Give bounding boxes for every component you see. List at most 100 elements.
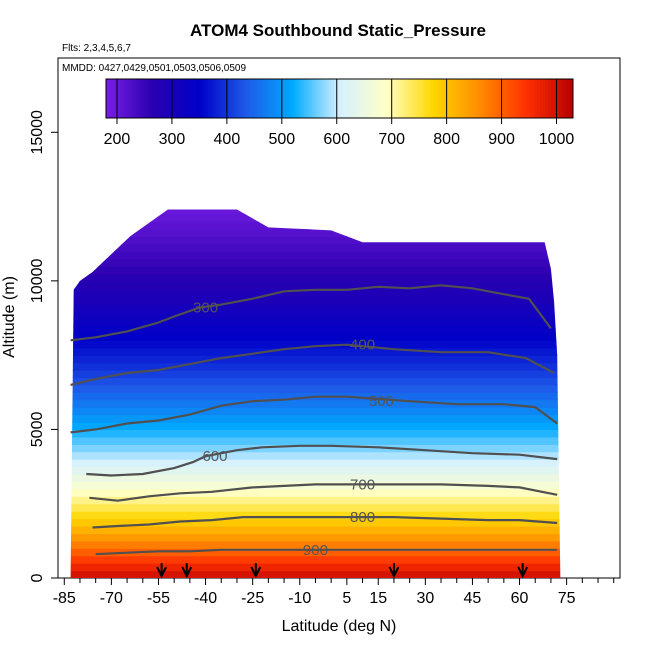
colorbar-swatch [427, 79, 431, 118]
colorbar-swatch [523, 79, 527, 118]
colorbar-swatch [312, 79, 316, 118]
colorbar-swatch [141, 79, 145, 118]
heatmap-band [70, 444, 561, 453]
colorbar-swatch [419, 79, 423, 118]
colorbar-swatch [342, 79, 346, 118]
colorbar-swatch [482, 79, 486, 118]
colorbar-swatch [210, 79, 214, 118]
heatmap-band [70, 548, 561, 557]
colorbar-frame [105, 78, 574, 119]
heatmap [70, 209, 561, 579]
contour-label-300: 300 [193, 300, 218, 317]
colorbar-swatch [188, 79, 192, 118]
colorbar-swatch [369, 79, 373, 118]
colorbar-tick-label: 1000 [539, 131, 575, 148]
colorbar-swatch [224, 79, 228, 118]
heatmap-band [70, 273, 561, 282]
y-tick-label: 10000 [29, 259, 46, 304]
heatmap-band [70, 436, 561, 445]
colorbar-swatch [507, 79, 511, 118]
colorbar-swatch [317, 79, 321, 118]
colorbar-swatch [314, 79, 319, 118]
colorbar-swatch [375, 79, 379, 118]
colorbar-swatch [279, 79, 283, 118]
colorbar-swatch [454, 79, 459, 118]
colorbar: 200 300 400 500 600 700 800 900 1000 [104, 78, 575, 148]
colorbar-swatch [325, 79, 330, 118]
colorbar-swatch [413, 79, 417, 118]
colorbar-swatch [130, 79, 134, 118]
heatmap-band [70, 295, 561, 304]
heatmap-band [70, 451, 561, 460]
colorbar-swatch [553, 79, 558, 118]
heatmap-band [70, 540, 561, 549]
colorbar-swatch [136, 79, 140, 118]
colorbar-swatch [155, 79, 159, 118]
colorbar-swatch [490, 79, 494, 118]
colorbar-swatch [196, 79, 200, 118]
colorbar-swatch [268, 79, 272, 118]
heatmap-band [70, 459, 561, 468]
colorbar-swatch [158, 79, 162, 118]
x-tick-label: -70 [100, 590, 123, 607]
colorbar-swatch [119, 79, 123, 118]
heatmap-band [70, 236, 561, 245]
flights-subtitle: Flts: 2,3,4,5,6,7 [62, 43, 131, 54]
y-axis: 0 5000 10000 15000 [29, 110, 58, 582]
contour-500 [70, 395, 558, 434]
colorbar-swatch [355, 79, 360, 118]
colorbar-swatch [380, 79, 384, 118]
colorbar-swatch [202, 79, 206, 118]
contour-300 [70, 284, 552, 342]
colorbar-swatch [438, 79, 442, 118]
colorbar-swatch [471, 79, 475, 118]
colorbar-swatch [537, 79, 541, 118]
heatmap-band [70, 422, 561, 431]
colorbar-swatch [331, 79, 335, 118]
colorbar-swatch [474, 79, 478, 118]
colorbar-tick-label: 200 [104, 131, 131, 148]
heatmap-band [70, 384, 561, 393]
colorbar-swatch [518, 79, 522, 118]
colorbar-swatch [207, 79, 211, 118]
colorbar-swatch [476, 79, 481, 118]
heatmap-band [70, 214, 561, 223]
colorbar-swatch [232, 79, 236, 118]
colorbar-swatch [449, 79, 453, 118]
colorbar-swatch [430, 79, 434, 118]
colorbar-swatch [372, 79, 376, 118]
colorbar-swatch [276, 79, 280, 118]
flight-marker-arrow [156, 566, 168, 579]
x-axis-label: Latitude (deg N) [282, 618, 397, 635]
colorbar-swatch [199, 79, 203, 118]
colorbar-swatch [361, 79, 365, 118]
contour-label-700: 700 [350, 476, 375, 493]
heatmap-band [70, 370, 561, 379]
colorbar-swatch [347, 79, 351, 118]
heatmap-band [70, 466, 561, 475]
colorbar-swatch [171, 79, 176, 118]
colorbar-tick-label: 500 [268, 131, 295, 148]
colorbar-swatch [465, 79, 470, 118]
colorbar-swatch [334, 79, 338, 118]
colorbar-swatch [416, 79, 420, 118]
heatmap-band [70, 496, 561, 505]
colorbar-swatch [397, 79, 401, 118]
contour-900 [95, 548, 558, 556]
colorbar-swatch [193, 79, 198, 118]
colorbar-swatch [213, 79, 217, 118]
contour-label-900: 900 [303, 542, 328, 559]
heatmap-band [70, 355, 561, 364]
heatmap-band [70, 310, 561, 319]
colorbar-swatch [559, 79, 563, 118]
colorbar-swatch [487, 79, 492, 118]
colorbar-swatch [323, 79, 327, 118]
colorbar-swatch [147, 79, 151, 118]
x-tick-label: 45 [464, 590, 482, 607]
colorbar-swatch [240, 79, 244, 118]
colorbar-swatch [520, 79, 525, 118]
colorbar-swatch [452, 79, 456, 118]
heatmap-band [70, 251, 561, 260]
colorbar-swatch [457, 79, 461, 118]
colorbar-swatch [125, 79, 129, 118]
